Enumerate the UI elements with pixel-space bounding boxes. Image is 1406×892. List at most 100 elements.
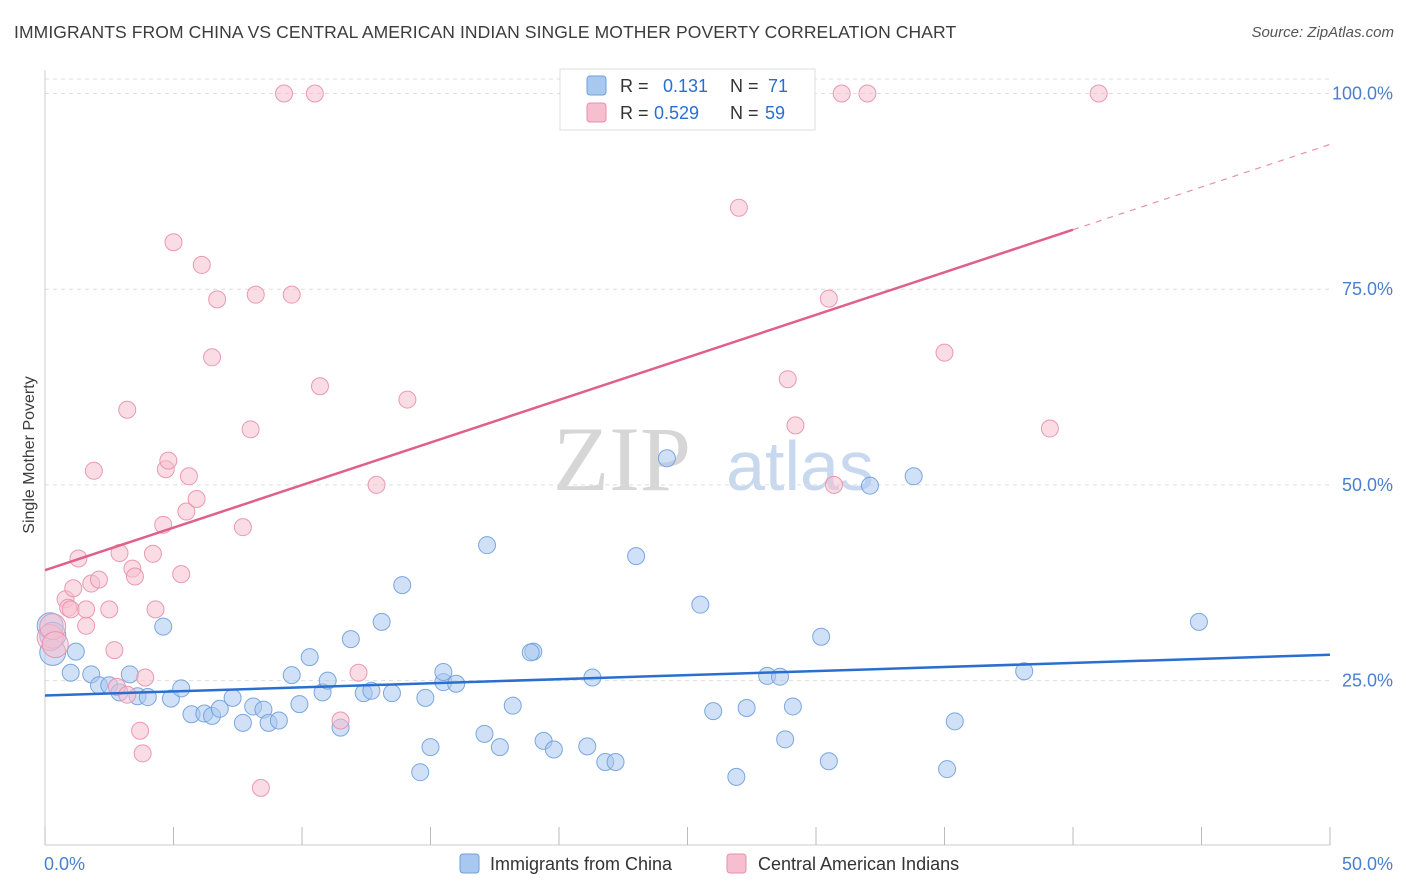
series-cai-points <box>36 84 1108 797</box>
cai-point-17 <box>118 685 137 704</box>
china-point-46 <box>503 696 522 715</box>
x-tick-labels: 0.0% 50.0% <box>44 854 1393 874</box>
china-point-44 <box>478 536 497 555</box>
cai-point-45 <box>331 711 350 730</box>
trend-lines <box>44 143 1331 697</box>
source-credit: Source: ZipAtlas.com <box>1251 24 1394 41</box>
china-point-56 <box>657 449 676 468</box>
watermark-atlas: atlas <box>726 427 874 505</box>
axes <box>44 70 1331 846</box>
china-point-48 <box>521 643 540 662</box>
legend-r-label-1: R = <box>620 76 649 96</box>
cai-point-43 <box>305 84 324 103</box>
cai-point-37 <box>233 518 252 537</box>
china-point-58 <box>704 702 723 721</box>
china-point-20 <box>233 713 252 732</box>
cai-point-34 <box>192 255 211 274</box>
china-point-26 <box>290 695 309 714</box>
china-point-68 <box>904 467 923 486</box>
china-point-54 <box>606 753 625 772</box>
legend-r-label-2: R = <box>620 103 649 123</box>
legend-r-value-2: 0.529 <box>654 103 699 123</box>
china-point-67 <box>860 476 879 495</box>
china-point-18 <box>210 699 229 718</box>
china-point-45 <box>490 738 509 757</box>
china-point-64 <box>783 697 802 716</box>
china-point-24 <box>269 711 288 730</box>
x-tick-label-0: 0.0% <box>44 854 85 874</box>
cai-point-21 <box>131 721 150 740</box>
china-point-33 <box>362 681 381 700</box>
cai-point-14 <box>105 641 124 660</box>
china-point-25 <box>282 666 301 685</box>
legend-n-value-2: 59 <box>765 103 785 123</box>
china-point-72 <box>1189 612 1208 631</box>
cai-point-25 <box>146 600 165 619</box>
y-tick-label-2: 75.0% <box>1342 279 1393 299</box>
china-point-12 <box>154 617 173 636</box>
china-point-50 <box>544 740 563 759</box>
legend-swatch-cai <box>586 102 607 123</box>
legend-n-value-1: 71 <box>768 76 788 96</box>
cai-point-49 <box>729 198 748 217</box>
china-point-43 <box>475 724 494 743</box>
y-tick-labels: 25.0% 50.0% 75.0% 100.0% <box>1332 83 1393 690</box>
cai-point-12 <box>89 570 108 589</box>
china-point-27 <box>300 648 319 667</box>
legend-cai-swatch <box>726 853 747 874</box>
cai-point-9 <box>77 600 96 619</box>
cai-point-13 <box>100 600 119 619</box>
legend-n-label-2: N = <box>730 103 759 123</box>
cai-point-47 <box>367 475 386 494</box>
china-point-35 <box>382 684 401 703</box>
china-point-37 <box>416 688 435 707</box>
cai-point-39 <box>246 285 265 304</box>
cai-point-50 <box>778 370 797 389</box>
series-legend: Immigrants from China Central American I… <box>459 853 959 874</box>
cai-point-5 <box>61 600 80 619</box>
china-point-34 <box>372 612 391 631</box>
cai-point-36 <box>208 290 227 309</box>
cai-point-32 <box>179 467 198 486</box>
cai-point-29 <box>164 233 183 252</box>
china-point-65 <box>812 627 831 646</box>
y-axis-label: Single Mother Poverty <box>21 376 38 533</box>
cai-point-51 <box>786 416 805 435</box>
trend-line-cai <box>44 228 1074 572</box>
china-point-3 <box>61 663 80 682</box>
y-tick-label-1: 50.0% <box>1342 475 1393 495</box>
china-point-71 <box>1015 662 1034 681</box>
cai-point-41 <box>275 84 294 103</box>
stats-legend: R = 0.131 N = 71 R = 0.529 N = 59 <box>559 68 816 131</box>
china-point-70 <box>945 712 964 731</box>
gridlines <box>45 78 1330 682</box>
cai-point-20 <box>125 567 144 586</box>
china-point-39 <box>411 763 430 782</box>
cai-point-30 <box>172 565 191 584</box>
cai-point-56 <box>935 343 954 362</box>
legend-r-value-1: 0.131 <box>663 76 708 96</box>
cai-point-2 <box>41 631 69 659</box>
china-point-31 <box>341 630 360 649</box>
cai-point-46 <box>349 663 368 682</box>
cai-point-18 <box>118 400 137 419</box>
legend-swatch-china <box>586 75 607 96</box>
cai-point-33 <box>187 489 206 508</box>
cai-point-28 <box>159 451 178 470</box>
cai-point-52 <box>824 475 843 494</box>
y-tick-label-0: 25.0% <box>1342 671 1393 691</box>
china-point-55 <box>627 547 646 566</box>
cai-point-23 <box>136 668 155 687</box>
x-tick-label-1: 50.0% <box>1342 854 1393 874</box>
china-point-66 <box>819 752 838 771</box>
trend-line-china <box>44 653 1331 697</box>
cai-point-6 <box>64 579 83 598</box>
cai-point-54 <box>832 84 851 103</box>
legend-china-label: Immigrants from China <box>490 854 673 874</box>
trend-line-cai-extension <box>1072 143 1331 231</box>
cai-point-38 <box>241 420 260 439</box>
china-point-59 <box>727 767 746 786</box>
china-point-4 <box>66 642 85 661</box>
legend-china-swatch <box>459 853 480 874</box>
